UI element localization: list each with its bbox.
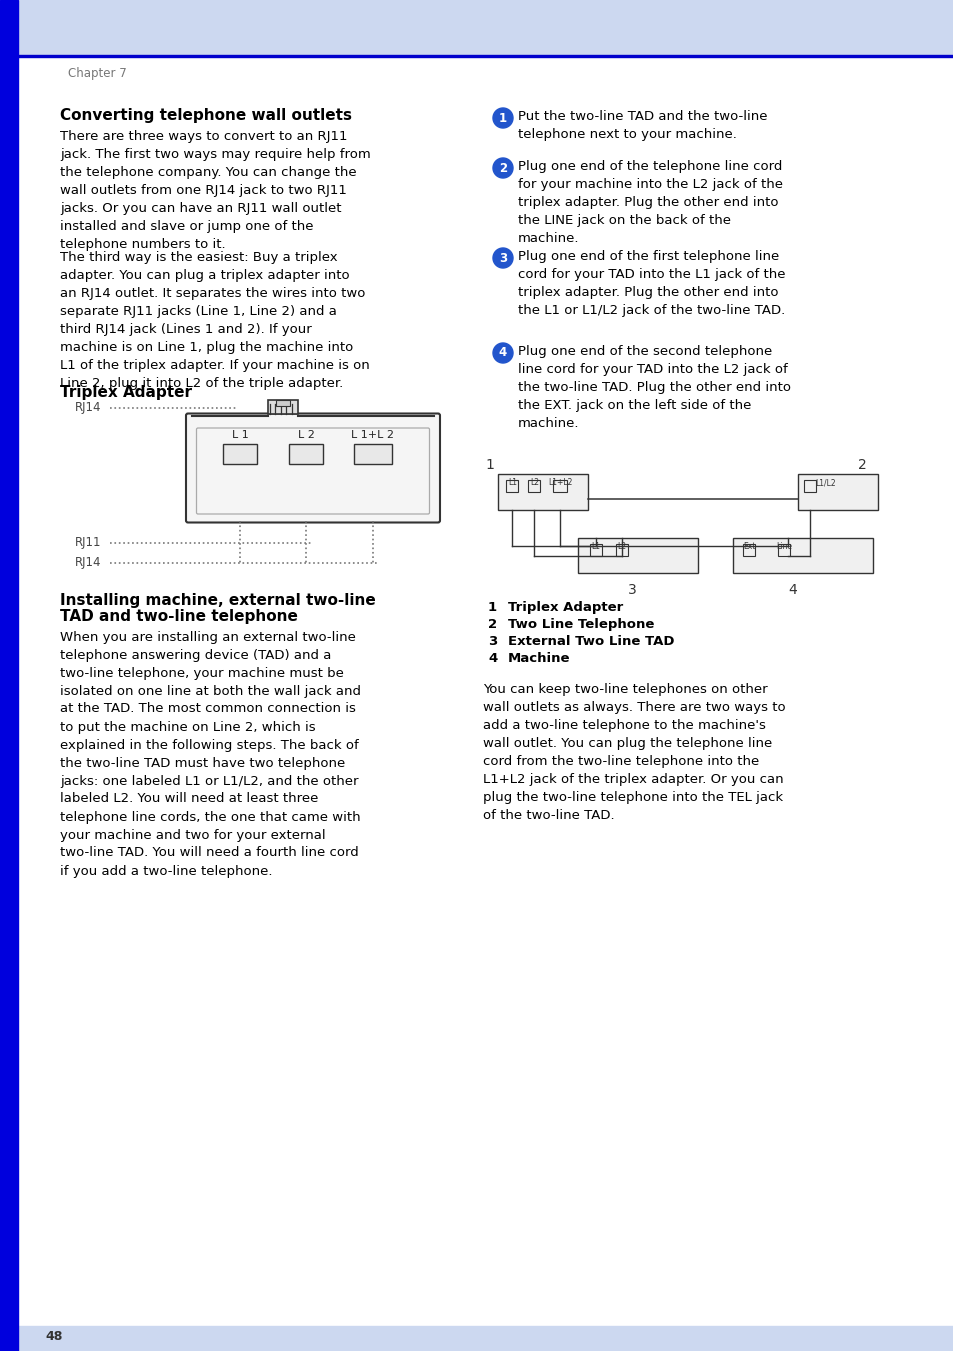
Text: L2: L2 <box>617 542 626 551</box>
Text: 1: 1 <box>484 458 494 471</box>
Bar <box>18 55 953 57</box>
Text: Triplex Adapter: Triplex Adapter <box>507 601 622 613</box>
Bar <box>742 544 754 557</box>
Bar <box>289 443 323 463</box>
Bar <box>589 544 601 557</box>
Text: Installing machine, external two-line: Installing machine, external two-line <box>60 593 375 608</box>
Text: 3: 3 <box>488 635 497 648</box>
Text: 4: 4 <box>488 653 497 665</box>
Bar <box>616 544 627 557</box>
FancyBboxPatch shape <box>186 413 439 523</box>
Text: There are three ways to convert to an RJ11
jack. The first two ways may require : There are three ways to convert to an RJ… <box>60 130 371 251</box>
Bar <box>578 538 698 573</box>
Bar <box>275 400 290 405</box>
Text: 3: 3 <box>627 584 636 597</box>
Text: Put the two-line TAD and the two-line
telephone next to your machine.: Put the two-line TAD and the two-line te… <box>517 109 767 141</box>
Text: 3: 3 <box>498 251 507 265</box>
Text: L 2: L 2 <box>297 431 314 440</box>
Text: L1: L1 <box>591 542 599 551</box>
Bar <box>505 480 517 492</box>
Text: RJ14: RJ14 <box>75 557 101 569</box>
Circle shape <box>493 108 513 128</box>
Text: L1/L2: L1/L2 <box>815 478 836 486</box>
Text: RJ14: RJ14 <box>75 401 101 413</box>
Text: 4: 4 <box>498 346 507 359</box>
Bar <box>18 1325 953 1351</box>
Circle shape <box>493 249 513 267</box>
Text: Chapter 7: Chapter 7 <box>68 66 127 80</box>
Bar <box>803 480 815 492</box>
Text: External Two Line TAD: External Two Line TAD <box>507 635 674 648</box>
Text: 2: 2 <box>498 162 507 174</box>
Text: Ext: Ext <box>742 542 755 551</box>
Bar <box>268 400 297 413</box>
Text: 4: 4 <box>787 584 796 597</box>
Text: 2: 2 <box>857 458 866 471</box>
Bar <box>797 474 877 509</box>
Text: L1: L1 <box>508 478 517 486</box>
Text: L 1: L 1 <box>232 431 248 440</box>
Text: 1: 1 <box>488 601 497 613</box>
Text: Triplex Adapter: Triplex Adapter <box>60 385 192 400</box>
Circle shape <box>493 158 513 178</box>
Bar <box>732 538 872 573</box>
Text: Line: Line <box>775 542 791 551</box>
Text: You can keep two-line telephones on other
wall outlets as always. There are two : You can keep two-line telephones on othe… <box>482 684 785 821</box>
Text: RJ11: RJ11 <box>75 536 101 549</box>
Bar <box>0 0 18 1351</box>
Bar <box>223 443 256 463</box>
Text: Plug one end of the second telephone
line cord for your TAD into the L2 jack of
: Plug one end of the second telephone lin… <box>517 345 790 430</box>
Bar <box>778 544 789 557</box>
Text: L 1+L 2: L 1+L 2 <box>351 431 395 440</box>
Text: L1+L2: L1+L2 <box>547 478 572 486</box>
Bar <box>527 480 539 492</box>
Text: 1: 1 <box>498 112 507 124</box>
Text: Converting telephone wall outlets: Converting telephone wall outlets <box>60 108 352 123</box>
Text: TAD and two-line telephone: TAD and two-line telephone <box>60 608 297 624</box>
Text: 2: 2 <box>488 617 497 631</box>
Bar <box>0 0 953 55</box>
Text: Machine: Machine <box>507 653 570 665</box>
Text: Two Line Telephone: Two Line Telephone <box>507 617 654 631</box>
Bar <box>553 480 566 492</box>
Bar <box>497 474 587 509</box>
Text: Plug one end of the first telephone line
cord for your TAD into the L1 jack of t: Plug one end of the first telephone line… <box>517 250 784 317</box>
Text: 48: 48 <box>45 1331 62 1343</box>
Bar <box>354 443 392 463</box>
Text: L2: L2 <box>530 478 539 486</box>
Text: When you are installing an external two-line
telephone answering device (TAD) an: When you are installing an external two-… <box>60 631 360 878</box>
Text: The third way is the easiest: Buy a triplex
adapter. You can plug a triplex adap: The third way is the easiest: Buy a trip… <box>60 250 370 389</box>
Circle shape <box>493 343 513 363</box>
Text: Plug one end of the telephone line cord
for your machine into the L2 jack of the: Plug one end of the telephone line cord … <box>517 159 782 245</box>
